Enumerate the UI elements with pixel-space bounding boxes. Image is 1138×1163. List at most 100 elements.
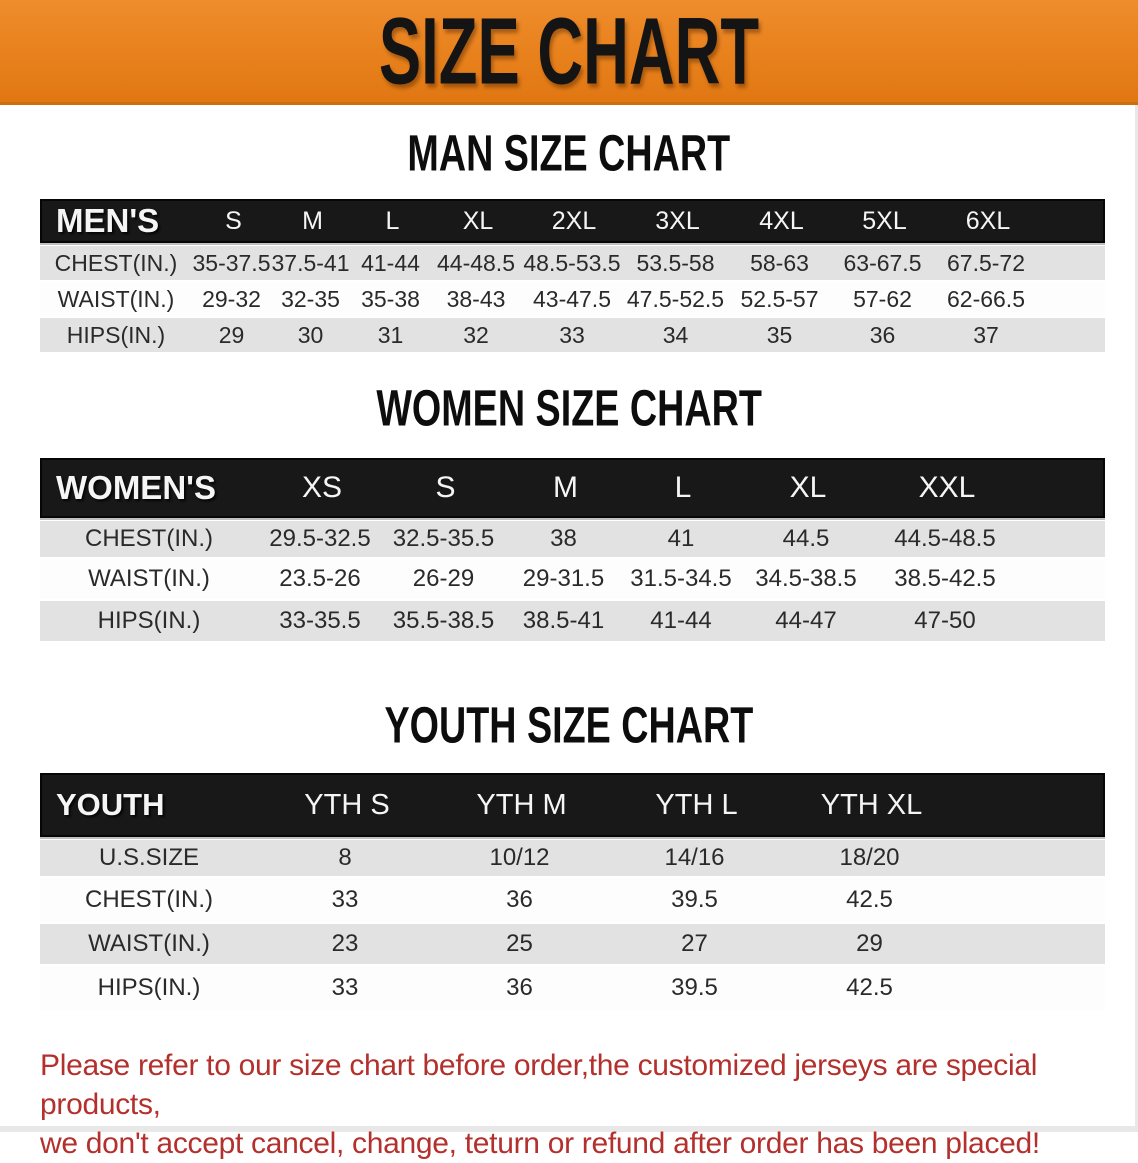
table-cell: 27 (681, 930, 708, 957)
row-label: WAIST(IN.) (57, 285, 175, 312)
table-cell: 48.5-53.5 (523, 249, 621, 276)
table-cell: 42.5 (846, 886, 893, 913)
table-cell: 44.5-48.5 (894, 525, 996, 552)
table-cell: 29-32 (202, 285, 261, 312)
table-row: WAIST(IN.) 23 25 27 29 (40, 924, 1105, 964)
table-cell: 35-38 (361, 285, 420, 312)
table-cell: 39.5 (671, 886, 718, 913)
table-title: YOUTH (56, 787, 165, 822)
table-title: MEN'S (56, 202, 160, 239)
row-label: CHEST(IN.) (85, 886, 213, 913)
disclaimer-note: Please refer to our size chart before or… (40, 1046, 1108, 1163)
table-cell: 47-50 (914, 607, 976, 634)
table-cell: 41 (667, 525, 695, 552)
table-cell: 29 (218, 321, 245, 348)
table-cell: 44.5 (782, 525, 830, 552)
table-cell: 62-66.5 (946, 285, 1025, 312)
table-header-row: MEN'S S M L XL 2XL 3XL 4XL 5XL 6XL (40, 199, 1105, 243)
size-column-header: S (435, 471, 456, 504)
youth-size-table: YOUTH YTH S YTH M YTH L YTH XL U.S.SIZE 8 10/12… (40, 773, 1105, 1010)
table-cell: 34.5-38.5 (755, 565, 857, 592)
table-cell: 43-47.5 (532, 285, 611, 312)
table-cell: 23 (331, 930, 359, 957)
table-cell: 57-62 (853, 285, 912, 312)
table-cell: 38-43 (446, 285, 506, 312)
table-row: HIPS(IN.) 33-35.5 35.5-38.5 38.5-41 41-44 44-… (40, 601, 1105, 641)
table-cell: 53.5-58 (636, 249, 715, 276)
table-cell: 38 (550, 525, 577, 552)
size-column-header: YTH L (655, 788, 738, 821)
size-column-header: YTH S (304, 788, 390, 821)
banner: SIZE CHART (0, 0, 1138, 105)
table-row: HIPS(IN.) 33 36 39.5 42.5 (40, 966, 1105, 1010)
table-cell: 25 (506, 930, 533, 957)
table-cell: 26-29 (412, 565, 475, 592)
table-cell: 33 (559, 321, 585, 348)
size-column-header: XL (462, 206, 494, 235)
table-cell: 36 (506, 886, 533, 913)
table-cell: 37.5-41 (271, 249, 350, 276)
row-label: HIPS(IN.) (97, 974, 201, 1001)
table-cell: 47.5-52.5 (626, 285, 725, 312)
table-cell: 36 (506, 974, 533, 1001)
table-cell: 33 (331, 974, 359, 1001)
size-column-header: L (674, 471, 692, 504)
women-section-heading-text: WOMEN SIZE CHART (376, 379, 762, 437)
table-cell: 18/20 (839, 844, 900, 871)
table-row: HIPS(IN.) 29 30 31 32 33 34 35 36 37 (40, 318, 1105, 352)
size-column-header: L (385, 206, 400, 235)
table-row: CHEST(IN.) 29.5-32.5 32.5-35.5 38 41 44.5 44.5… (40, 521, 1105, 557)
table-cell: 10/12 (489, 844, 550, 871)
table-cell: 31.5-34.5 (630, 565, 732, 592)
table-cell: 58-63 (750, 249, 809, 276)
size-column-header: S (225, 206, 242, 235)
size-column-header: M (553, 471, 578, 504)
row-label: HIPS(IN.) (66, 321, 166, 348)
table-cell: 29 (856, 930, 883, 957)
table-header-row: WOMEN'S XS S M L XL XXL (40, 458, 1105, 518)
size-column-header: YTH M (476, 788, 567, 821)
table-cell: 42.5 (846, 974, 893, 1001)
table-cell: 33-35.5 (279, 607, 361, 634)
row-label: WAIST(IN.) (88, 565, 210, 592)
size-column-header: 5XL (862, 206, 907, 235)
table-cell: 29-31.5 (522, 565, 605, 592)
table-cell: 41-44 (650, 607, 712, 634)
table-cell: 44-47 (775, 607, 837, 634)
table-cell: 39.5 (671, 974, 718, 1001)
size-column-header: 4XL (759, 206, 804, 235)
table-cell: 32 (463, 321, 489, 348)
row-label: HIPS(IN.) (97, 607, 201, 634)
table-cell: 35.5-38.5 (392, 607, 495, 634)
table-cell: 8 (338, 844, 352, 871)
row-label: CHEST(IN.) (85, 525, 213, 552)
youth-section-heading: YOUTH SIZE CHART (0, 699, 1138, 752)
men-section-heading: MAN SIZE CHART (0, 124, 1138, 182)
table-title: WOMEN'S (56, 469, 217, 506)
table-cell: 52.5-57 (740, 285, 819, 312)
table-cell: 41-44 (361, 249, 420, 276)
men-size-table: MEN'S S M L XL 2XL 3XL 4XL 5XL 6XL CHEST(IN.) 35-37… (40, 199, 1105, 352)
men-section-heading-text: MAN SIZE CHART (407, 124, 731, 182)
table-cell: 14/16 (664, 844, 725, 871)
size-column-header: XXL (918, 471, 976, 504)
table-header-row: YOUTH YTH S YTH M YTH L YTH XL (40, 773, 1105, 837)
table-row: U.S.SIZE 8 10/12 14/16 18/20 (40, 840, 1105, 876)
table-cell: 33 (331, 886, 359, 913)
table-cell: 35-37.5 (192, 249, 271, 276)
table-cell: 34 (662, 321, 689, 348)
table-cell: 35 (766, 321, 793, 348)
row-label: CHEST(IN.) (54, 249, 178, 276)
table-row: CHEST(IN.) 35-37.5 37.5-41 41-44 44-48.5 48.5… (40, 246, 1105, 280)
size-column-header: 2XL (551, 206, 597, 235)
table-cell: 44-48.5 (436, 249, 515, 276)
row-label: U.S.SIZE (98, 844, 200, 871)
women-size-table: WOMEN'S XS S M L XL XXL CHEST(IN.) 29.5-32.5 32.5… (40, 458, 1105, 641)
table-cell: 29.5-32.5 (269, 525, 371, 552)
size-column-header: M (302, 206, 323, 235)
table-cell: 23.5-26 (279, 565, 361, 592)
disclaimer-line-1: Please refer to our size chart before or… (40, 1049, 1038, 1121)
women-section-heading: WOMEN SIZE CHART (0, 379, 1138, 437)
table-row: WAIST(IN.) 29-32 32-35 35-38 38-43 43-47.5 47.… (40, 282, 1105, 316)
